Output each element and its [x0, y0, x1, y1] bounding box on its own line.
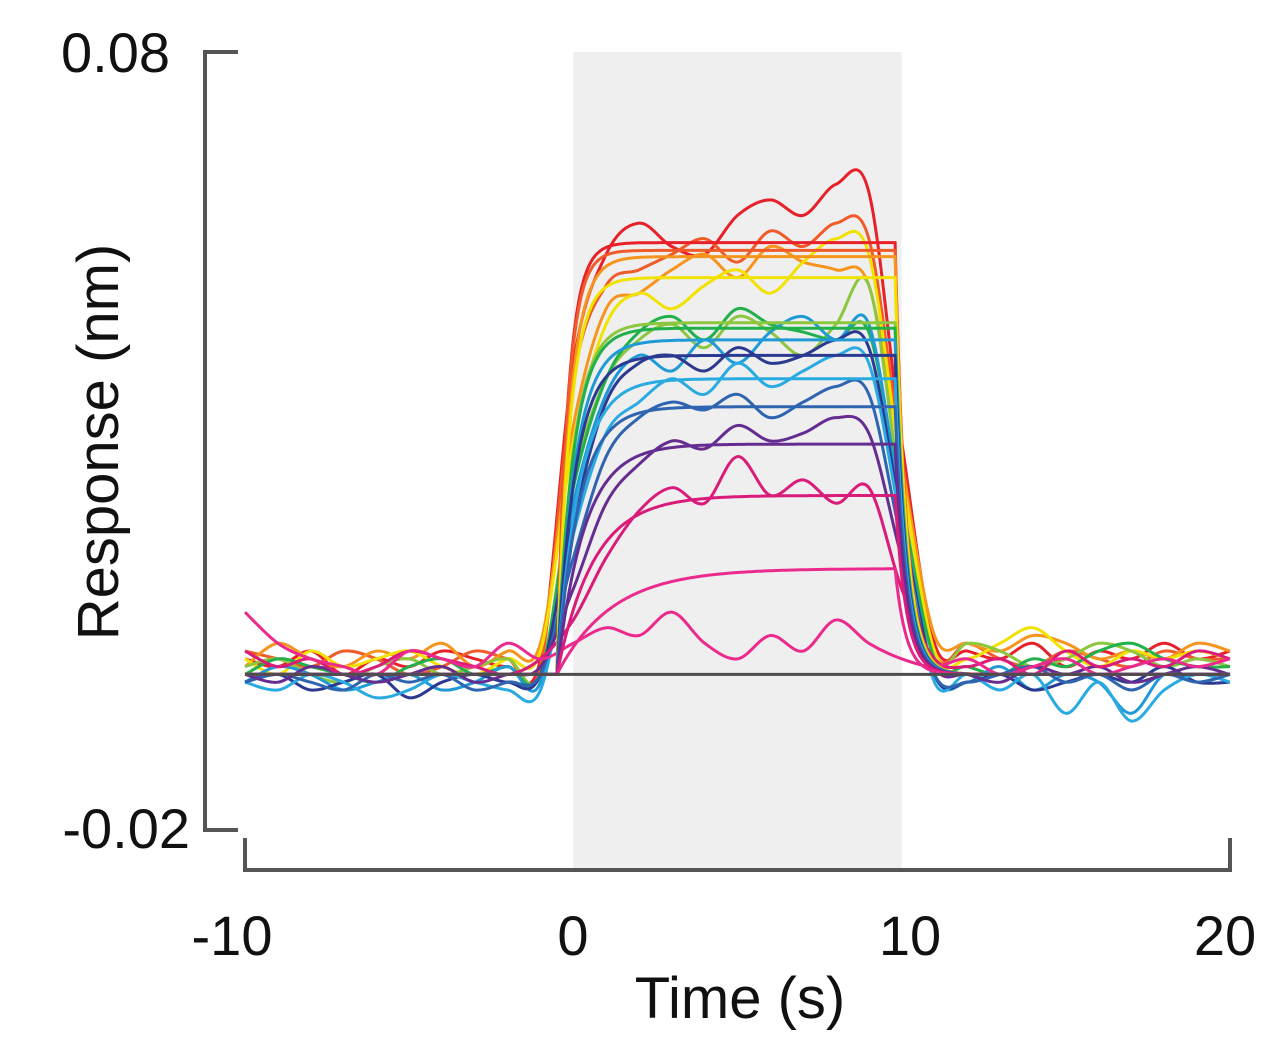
y-axis-title: Response (nm): [66, 244, 131, 640]
y-axis-line: [203, 50, 238, 832]
raw-trace-4: [244, 229, 1231, 677]
injection-shaded-region: [573, 52, 902, 870]
raw-trace-10: [244, 378, 1231, 692]
x-tick-label--10: -10: [192, 904, 273, 967]
raw-trace-1: [244, 168, 1231, 686]
x-tick-label-20: 20: [1194, 904, 1256, 967]
x-axis-line: [243, 838, 1232, 872]
raw-trace-8: [244, 330, 1231, 700]
raw-trace-2: [244, 214, 1231, 688]
raw-trace-6: [244, 307, 1231, 688]
raw-trace-9: [244, 346, 1231, 723]
raw-trace-13: [243, 610, 1231, 677]
y-tick-label-bottom: -0.02: [62, 797, 190, 860]
y-tick-label-top: 0.08: [61, 21, 170, 84]
x-tick-label-0: 0: [557, 904, 588, 967]
x-tick-label-10: 10: [879, 904, 941, 967]
x-axis-title: Time (s): [635, 966, 845, 1031]
